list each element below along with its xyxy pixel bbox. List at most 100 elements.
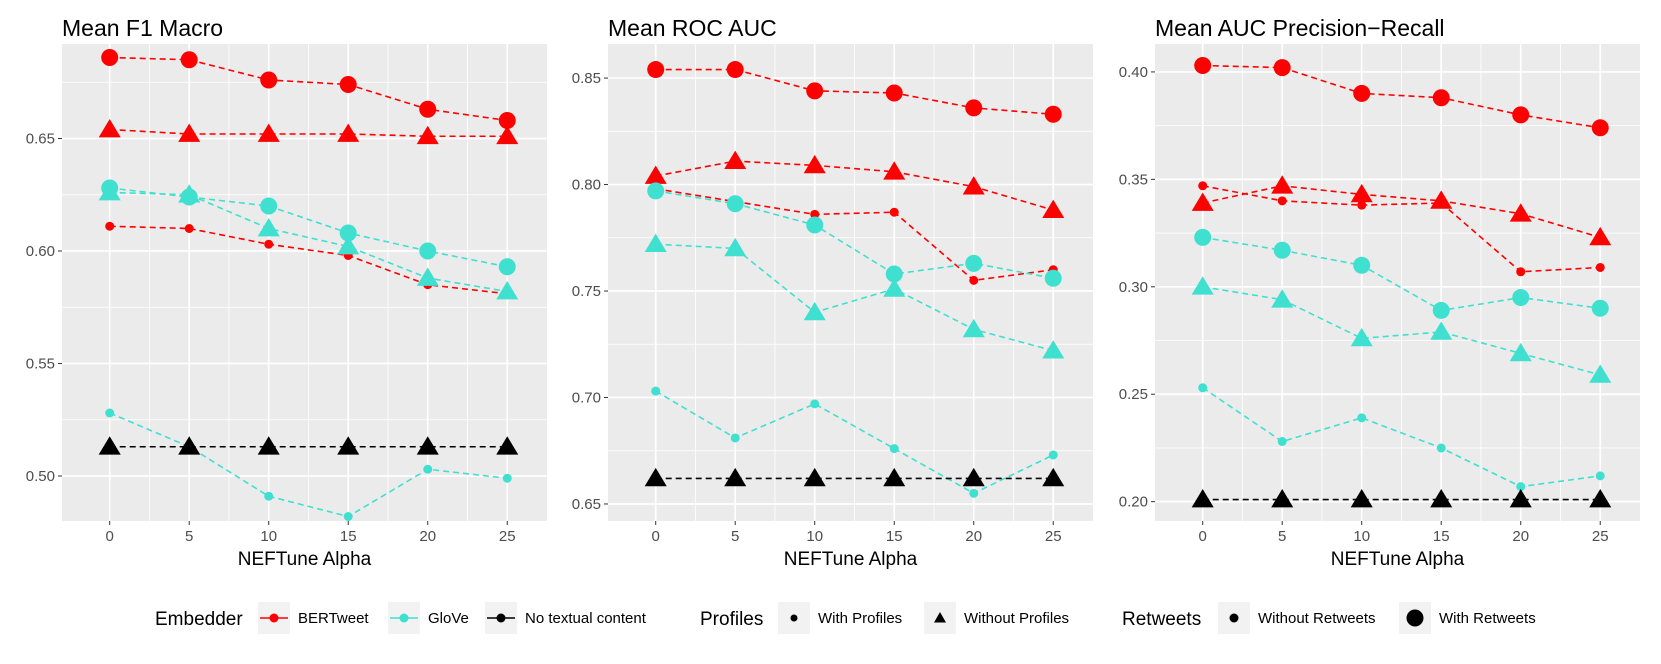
- y-tick-label: 0.25: [1119, 386, 1148, 403]
- series-line: [1202, 64, 1601, 129]
- data-point: [419, 100, 437, 118]
- legend-label-without-retweets: Without Retweets: [1258, 610, 1376, 627]
- x-tick-label: 20: [419, 528, 436, 545]
- x-tick-label: 25: [499, 528, 516, 545]
- data-point: [1194, 228, 1212, 246]
- data-point: [496, 281, 519, 300]
- y-tick-label: 0.80: [572, 177, 601, 194]
- data-point: [1198, 383, 1208, 393]
- data-point: [1512, 106, 1530, 124]
- data-point: [1273, 59, 1291, 77]
- x-axis-label: NEFTune Alpha: [238, 549, 372, 570]
- data-point: [264, 239, 274, 249]
- data-point: [1357, 200, 1367, 210]
- data-point: [806, 82, 824, 100]
- y-tick-label: 0.85: [572, 70, 601, 87]
- x-tick-label: 5: [185, 528, 193, 545]
- panel-mean-auc-precision-recall: 0.20 0.25 0.30 0.35 0.40 0 5 10 15 20 25 Mean AUC P…: [1119, 15, 1640, 570]
- data-point: [184, 224, 194, 233]
- data-point: [1436, 198, 1446, 208]
- legend-key-without-profiles: [924, 602, 956, 634]
- x-tick-label: 20: [1512, 528, 1529, 545]
- data-point: [1194, 56, 1212, 74]
- x-tick-label: 25: [1045, 528, 1062, 545]
- data-point: [337, 236, 360, 255]
- series-glove-with-profiles-without-retweets: [651, 386, 1058, 498]
- data-point: [810, 399, 820, 409]
- y-tick-label: 0.40: [1119, 64, 1148, 81]
- legend: Embedder BERTweet GloVe No textual content P…: [155, 602, 1536, 634]
- legend-key-without-retweets: [1218, 602, 1250, 634]
- x-tick-label: 15: [1433, 528, 1450, 545]
- plot-background: [1155, 44, 1640, 521]
- data-point: [803, 301, 826, 321]
- plot-background: [62, 44, 547, 521]
- data-point: [1512, 289, 1530, 307]
- data-point: [257, 436, 280, 455]
- data-point: [969, 488, 979, 498]
- legend-key-bertweet: [258, 602, 290, 634]
- legend-label-bertweet: BERTweet: [298, 610, 369, 627]
- series-line: [655, 390, 1054, 495]
- series-glove-with-profiles-without-retweets: [1198, 383, 1605, 492]
- data-point: [101, 49, 119, 66]
- series-bertweet-with-profiles-with-retweets: [1194, 56, 1609, 137]
- data-point: [965, 254, 983, 272]
- legend-label-glove: GloVe: [428, 610, 469, 627]
- data-point: [965, 99, 983, 117]
- data-point: [810, 209, 820, 219]
- legend-point: [399, 613, 409, 623]
- x-tick-label: 10: [1353, 528, 1370, 545]
- series-line: [109, 412, 508, 518]
- data-point: [962, 176, 985, 195]
- data-point: [883, 467, 906, 487]
- data-point: [1430, 321, 1453, 340]
- data-point: [730, 433, 740, 443]
- data-point: [726, 61, 744, 79]
- y-tick-label: 0.50: [26, 468, 55, 485]
- legend-key-with-retweets: [1399, 602, 1431, 634]
- y-tick-label: 0.70: [572, 389, 601, 406]
- data-point: [419, 242, 437, 260]
- series-glove-without-profiles-with-retweets: [98, 182, 519, 300]
- data-point: [724, 467, 747, 487]
- data-point: [257, 123, 280, 142]
- data-point: [1271, 175, 1294, 194]
- series-line: [1202, 286, 1601, 376]
- data-point: [1277, 196, 1287, 206]
- series-bertweet-with-profiles-without-retweets: [1198, 181, 1605, 277]
- y-tick-label: 0.65: [26, 131, 55, 148]
- data-point: [651, 386, 661, 396]
- x-tick-label: 15: [886, 528, 903, 545]
- x-tick-label: 0: [106, 528, 114, 545]
- y-tick-label: 0.65: [572, 496, 601, 513]
- data-point: [644, 467, 667, 487]
- data-point: [416, 125, 439, 145]
- series-line: [109, 128, 508, 138]
- data-point: [1436, 443, 1446, 453]
- x-tick-label: 20: [965, 528, 982, 545]
- data-point: [1271, 289, 1294, 308]
- data-point: [257, 218, 280, 237]
- data-point: [969, 275, 979, 285]
- data-point: [1042, 340, 1065, 359]
- panel-mean-roc-auc: 0.65 0.70 0.75 0.80 0.85 0 5 10 15 20 25 Mean ROC A…: [572, 15, 1093, 570]
- data-point: [1048, 450, 1058, 460]
- legend-label-with-retweets: With Retweets: [1439, 610, 1536, 627]
- data-point: [962, 318, 985, 338]
- data-point: [1191, 192, 1214, 211]
- data-point: [1044, 269, 1062, 287]
- series-glove-with-profiles-with-retweets: [1194, 228, 1609, 319]
- data-point: [889, 207, 899, 217]
- panel-mean-f1-macro: 0.50 0.55 0.60 0.65 0 5 10 15 20 25 Mean F1 Macro N…: [26, 15, 547, 570]
- data-point: [806, 216, 824, 234]
- series-glove-without-profiles-with-retweets: [644, 233, 1065, 359]
- data-point: [1044, 105, 1062, 123]
- data-point: [1273, 241, 1291, 259]
- data-point: [647, 182, 665, 200]
- data-point: [1042, 199, 1065, 218]
- data-point: [1595, 471, 1605, 481]
- data-point: [498, 258, 516, 276]
- data-point: [1432, 301, 1450, 319]
